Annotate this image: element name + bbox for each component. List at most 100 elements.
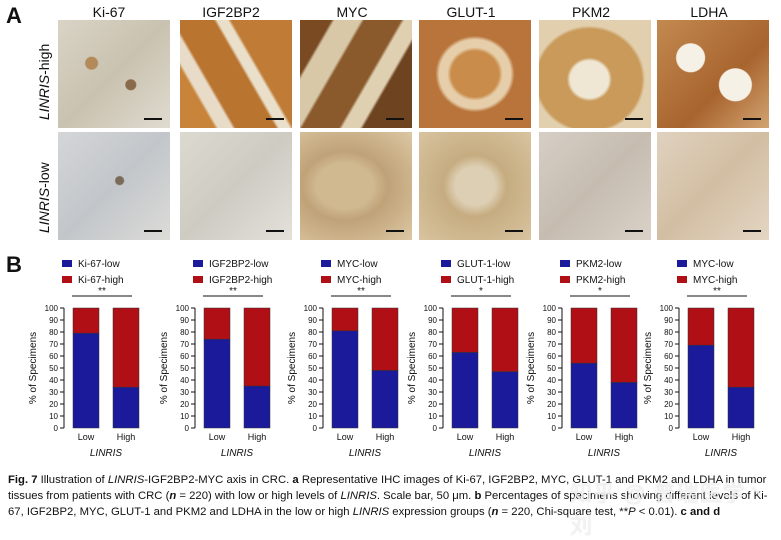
y-tick-label: 0 [433,424,438,433]
legend-swatch [560,276,570,283]
y-tick-label: 30 [49,388,58,397]
y-tick-label: 80 [547,328,556,337]
row-label-low-gene: LINRIS [36,187,52,233]
caption-text: . Scale bar, 50 μm. [376,490,475,502]
ihc-image-glut1-low [419,132,531,240]
legend-swatch [560,260,570,267]
y-tick-label: 10 [428,412,437,421]
y-tick-label: 30 [428,388,437,397]
bar-segment [727,307,755,388]
y-tick-label: 90 [547,316,556,325]
scale-bar [743,118,761,120]
y-tick-label: 10 [308,412,317,421]
caption-p: P [628,506,636,518]
y-tick-label: 60 [180,352,189,361]
marker-label-ki67: Ki-67 [92,4,126,20]
legend-label: Ki-67-high [78,275,124,286]
scale-bar [144,230,162,232]
y-tick-label: 90 [308,316,317,325]
y-tick-label: 60 [308,352,317,361]
row-label-low-suffix: -low [36,162,52,188]
y-tick-label: 60 [49,352,58,361]
x-tick-label: Low [457,432,474,442]
y-tick-label: 80 [180,328,189,337]
y-tick-label: 0 [669,424,674,433]
y-tick-label: 50 [308,364,317,373]
scale-bar [743,230,761,232]
y-tick-label: 10 [547,412,556,421]
y-tick-label: 100 [304,304,318,313]
y-tick-label: 20 [180,400,189,409]
y-tick-label: 50 [180,364,189,373]
y-tick-label: 70 [428,340,437,349]
caption-gene: LINRIS [107,474,145,486]
marker-label-glut1: GLUT-1 [446,4,496,20]
y-tick-label: 20 [308,400,317,409]
y-tick-label: 90 [180,316,189,325]
row-label-high: LINRIS-high [36,44,52,120]
y-axis-label: % of Specimens [287,332,298,404]
panel-b-letter: B [6,252,22,277]
bar-segment [451,352,479,429]
x-axis-label: LINRIS [588,448,621,459]
x-tick-label: High [496,432,515,442]
caption-text: Representative IHC images of Ki-67, IGF2… [8,474,767,502]
y-axis-label: % of Specimens [159,332,170,404]
legend-swatch [441,260,451,267]
legend-swatch [677,260,687,267]
y-tick-label: 30 [664,388,673,397]
bar-segment [371,307,399,371]
bar-segment [203,338,231,429]
watermark: 知乎 @ 普瑞医学丶刘 [570,481,769,538]
caption-text: -IGF2BP2-MYC axis in CRC. [144,474,293,486]
y-tick-label: 40 [547,376,556,385]
bar-segment [610,307,638,383]
x-tick-label: High [732,432,751,442]
bar-segment [687,307,715,346]
ihc-image-igf2bp2-low [180,132,292,240]
caption-text: expression groups ( [389,506,492,518]
ihc-image-pkm2-high [539,20,651,128]
caption-text: < 0.01). [635,506,681,518]
significance-stars: * [479,286,483,297]
bar-segment [687,344,715,429]
caption-gene: LINRIS [340,490,377,502]
legend-label: PKM2-high [576,275,625,286]
scale-bar [625,230,643,232]
x-axis-label: LINRIS [469,448,502,459]
y-tick-label: 40 [428,376,437,385]
bar-segment [243,307,271,387]
x-axis-label: LINRIS [705,448,738,459]
y-tick-label: 70 [547,340,556,349]
y-tick-label: 0 [54,424,59,433]
y-axis-label: % of Specimens [643,332,654,404]
y-tick-label: 100 [543,304,557,313]
scale-bar [266,118,284,120]
bar-segment [72,307,100,334]
caption-n: n [169,490,177,502]
y-tick-label: 50 [664,364,673,373]
marker-label-myc: MYC [336,4,368,20]
x-tick-label: Low [576,432,593,442]
scale-bar [505,230,523,232]
legend-swatch [677,276,687,283]
legend-label: MYC-high [693,275,737,286]
y-axis-label: % of Specimens [28,332,39,404]
caption-text: Illustration of [37,474,108,486]
legend-label: GLUT-1-low [457,259,511,270]
ihc-image-ki67-high [58,20,170,128]
legend-label: IGF2BP2-low [209,259,269,270]
figure-caption: Fig. 7 Illustration of LINRIS-IGF2BP2-MY… [8,472,778,520]
row-label-low: LINRIS-low [36,162,52,233]
ihc-image-glut1-high [419,20,531,128]
legend-label: MYC-low [337,259,378,270]
y-tick-label: 100 [424,304,438,313]
x-tick-label: Low [337,432,354,442]
scale-bar [386,118,404,120]
scale-bar [505,118,523,120]
ihc-image-pkm2-low [539,132,651,240]
legend-label: PKM2-low [576,259,622,270]
bar-segment [112,386,140,429]
significance-stars: ** [229,286,237,297]
bar-segment [371,370,399,429]
